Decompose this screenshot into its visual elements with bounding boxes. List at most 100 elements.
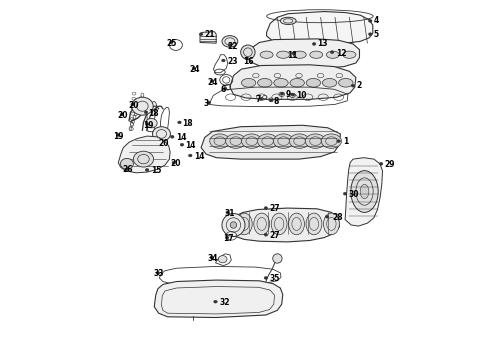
Ellipse shape bbox=[245, 57, 248, 60]
Ellipse shape bbox=[160, 141, 164, 144]
Ellipse shape bbox=[225, 236, 229, 239]
Text: 18: 18 bbox=[182, 119, 193, 128]
Ellipse shape bbox=[210, 256, 214, 259]
Ellipse shape bbox=[178, 121, 181, 124]
Ellipse shape bbox=[343, 192, 347, 195]
Text: 3: 3 bbox=[204, 99, 209, 108]
Text: 12: 12 bbox=[336, 49, 346, 58]
Ellipse shape bbox=[264, 276, 268, 279]
Text: 26: 26 bbox=[122, 166, 132, 175]
Ellipse shape bbox=[280, 92, 284, 95]
Ellipse shape bbox=[351, 171, 378, 212]
Ellipse shape bbox=[280, 17, 296, 24]
Ellipse shape bbox=[258, 134, 278, 148]
Ellipse shape bbox=[226, 211, 229, 214]
Text: 13: 13 bbox=[317, 40, 327, 49]
Text: 22: 22 bbox=[228, 42, 238, 51]
Ellipse shape bbox=[273, 254, 282, 263]
Ellipse shape bbox=[207, 101, 211, 104]
Text: 34: 34 bbox=[207, 253, 218, 263]
Ellipse shape bbox=[305, 134, 325, 148]
Ellipse shape bbox=[360, 184, 369, 199]
Text: 31: 31 bbox=[224, 209, 235, 217]
Ellipse shape bbox=[170, 41, 173, 44]
Ellipse shape bbox=[131, 103, 134, 106]
Ellipse shape bbox=[152, 127, 171, 141]
Ellipse shape bbox=[192, 67, 196, 70]
Ellipse shape bbox=[270, 99, 273, 102]
Text: 27: 27 bbox=[270, 231, 280, 240]
Text: 14: 14 bbox=[176, 133, 186, 142]
Text: 19: 19 bbox=[144, 121, 154, 130]
Ellipse shape bbox=[312, 42, 316, 45]
Ellipse shape bbox=[242, 134, 262, 148]
Ellipse shape bbox=[290, 78, 304, 87]
Ellipse shape bbox=[259, 97, 263, 100]
Ellipse shape bbox=[258, 78, 272, 87]
Text: 15: 15 bbox=[151, 166, 161, 175]
Ellipse shape bbox=[171, 135, 174, 138]
Ellipse shape bbox=[144, 111, 148, 114]
Ellipse shape bbox=[219, 256, 227, 263]
Text: 17: 17 bbox=[222, 234, 233, 243]
Ellipse shape bbox=[310, 51, 323, 58]
Ellipse shape bbox=[120, 113, 123, 116]
Polygon shape bbox=[267, 12, 373, 45]
Text: 30: 30 bbox=[349, 190, 359, 199]
Ellipse shape bbox=[172, 161, 175, 164]
Ellipse shape bbox=[199, 33, 203, 36]
Ellipse shape bbox=[242, 78, 256, 87]
Ellipse shape bbox=[264, 233, 268, 236]
Ellipse shape bbox=[230, 222, 237, 228]
Text: 18: 18 bbox=[148, 109, 159, 117]
Text: 23: 23 bbox=[228, 57, 238, 66]
Ellipse shape bbox=[260, 51, 273, 58]
Text: 19: 19 bbox=[114, 132, 124, 141]
Ellipse shape bbox=[368, 19, 372, 22]
Ellipse shape bbox=[214, 300, 217, 303]
Text: 20: 20 bbox=[128, 101, 139, 110]
Text: 14: 14 bbox=[186, 141, 196, 150]
Ellipse shape bbox=[264, 207, 268, 210]
Text: 24: 24 bbox=[207, 78, 218, 87]
Text: 7: 7 bbox=[255, 95, 261, 104]
Text: 28: 28 bbox=[332, 213, 343, 222]
Text: 27: 27 bbox=[270, 204, 280, 213]
Text: 5: 5 bbox=[374, 30, 379, 39]
Text: 20: 20 bbox=[158, 139, 169, 148]
Ellipse shape bbox=[337, 140, 341, 143]
Ellipse shape bbox=[254, 213, 270, 235]
Ellipse shape bbox=[236, 213, 252, 235]
Ellipse shape bbox=[325, 215, 329, 218]
Ellipse shape bbox=[291, 93, 294, 96]
Polygon shape bbox=[154, 280, 283, 318]
Ellipse shape bbox=[145, 168, 149, 171]
Ellipse shape bbox=[321, 134, 342, 148]
Ellipse shape bbox=[241, 45, 255, 59]
Text: 1: 1 bbox=[343, 137, 348, 146]
Ellipse shape bbox=[289, 213, 304, 235]
Ellipse shape bbox=[210, 80, 214, 82]
Polygon shape bbox=[345, 158, 383, 226]
Ellipse shape bbox=[322, 78, 337, 87]
Text: 2: 2 bbox=[357, 81, 362, 90]
Ellipse shape bbox=[223, 87, 227, 90]
Ellipse shape bbox=[306, 213, 322, 235]
Ellipse shape bbox=[379, 162, 383, 165]
Ellipse shape bbox=[189, 154, 192, 157]
Text: 16: 16 bbox=[243, 57, 254, 66]
Ellipse shape bbox=[222, 213, 245, 237]
Text: 24: 24 bbox=[189, 65, 200, 74]
Ellipse shape bbox=[121, 158, 133, 169]
Ellipse shape bbox=[293, 51, 306, 58]
Ellipse shape bbox=[117, 134, 120, 136]
Text: 4: 4 bbox=[374, 17, 379, 26]
Polygon shape bbox=[248, 39, 360, 68]
Ellipse shape bbox=[221, 59, 225, 62]
Ellipse shape bbox=[368, 33, 372, 36]
Polygon shape bbox=[230, 65, 356, 99]
Ellipse shape bbox=[133, 151, 153, 167]
Ellipse shape bbox=[273, 134, 294, 148]
Ellipse shape bbox=[228, 44, 232, 46]
Ellipse shape bbox=[339, 78, 353, 87]
